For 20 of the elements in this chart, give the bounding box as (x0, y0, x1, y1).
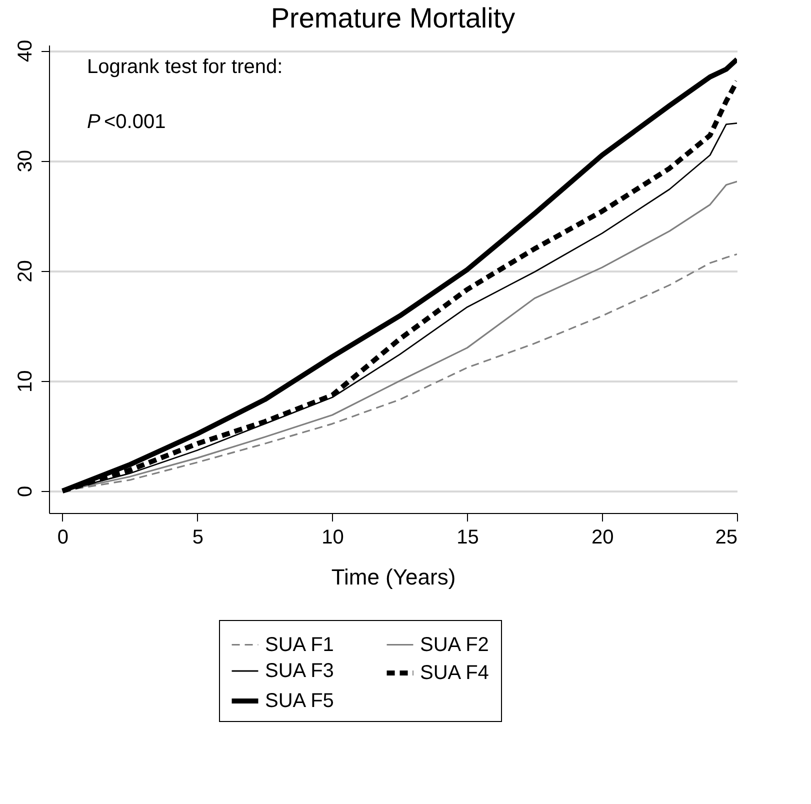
x-tick-label: 10 (322, 526, 344, 548)
annotation: P <0.001 (87, 111, 166, 133)
x-tick-label: 15 (456, 526, 479, 548)
annotation: Logrank test for trend: (87, 56, 283, 78)
y-tick-label: 40 (14, 40, 36, 62)
y-tick-label: 20 (14, 260, 36, 282)
x-axis-title: Time (Years) (331, 564, 456, 590)
x-tick-label: 25 (715, 526, 738, 548)
y-tick-label: 30 (14, 150, 36, 172)
legend-label: SUA F3 (265, 660, 334, 682)
x-tick-label: 0 (57, 526, 69, 548)
legend-label: SUA F4 (420, 662, 489, 684)
x-tick-label: 5 (192, 526, 204, 548)
legend-label: SUA F5 (265, 690, 334, 712)
y-tick-label: 10 (14, 370, 36, 392)
y-tick-label: 0 (14, 486, 36, 498)
x-tick-label: 20 (591, 526, 614, 548)
chart-title: Premature Mortality (270, 2, 516, 34)
legend-label: SUA F2 (420, 634, 489, 656)
legend-label: SUA F1 (265, 634, 334, 656)
